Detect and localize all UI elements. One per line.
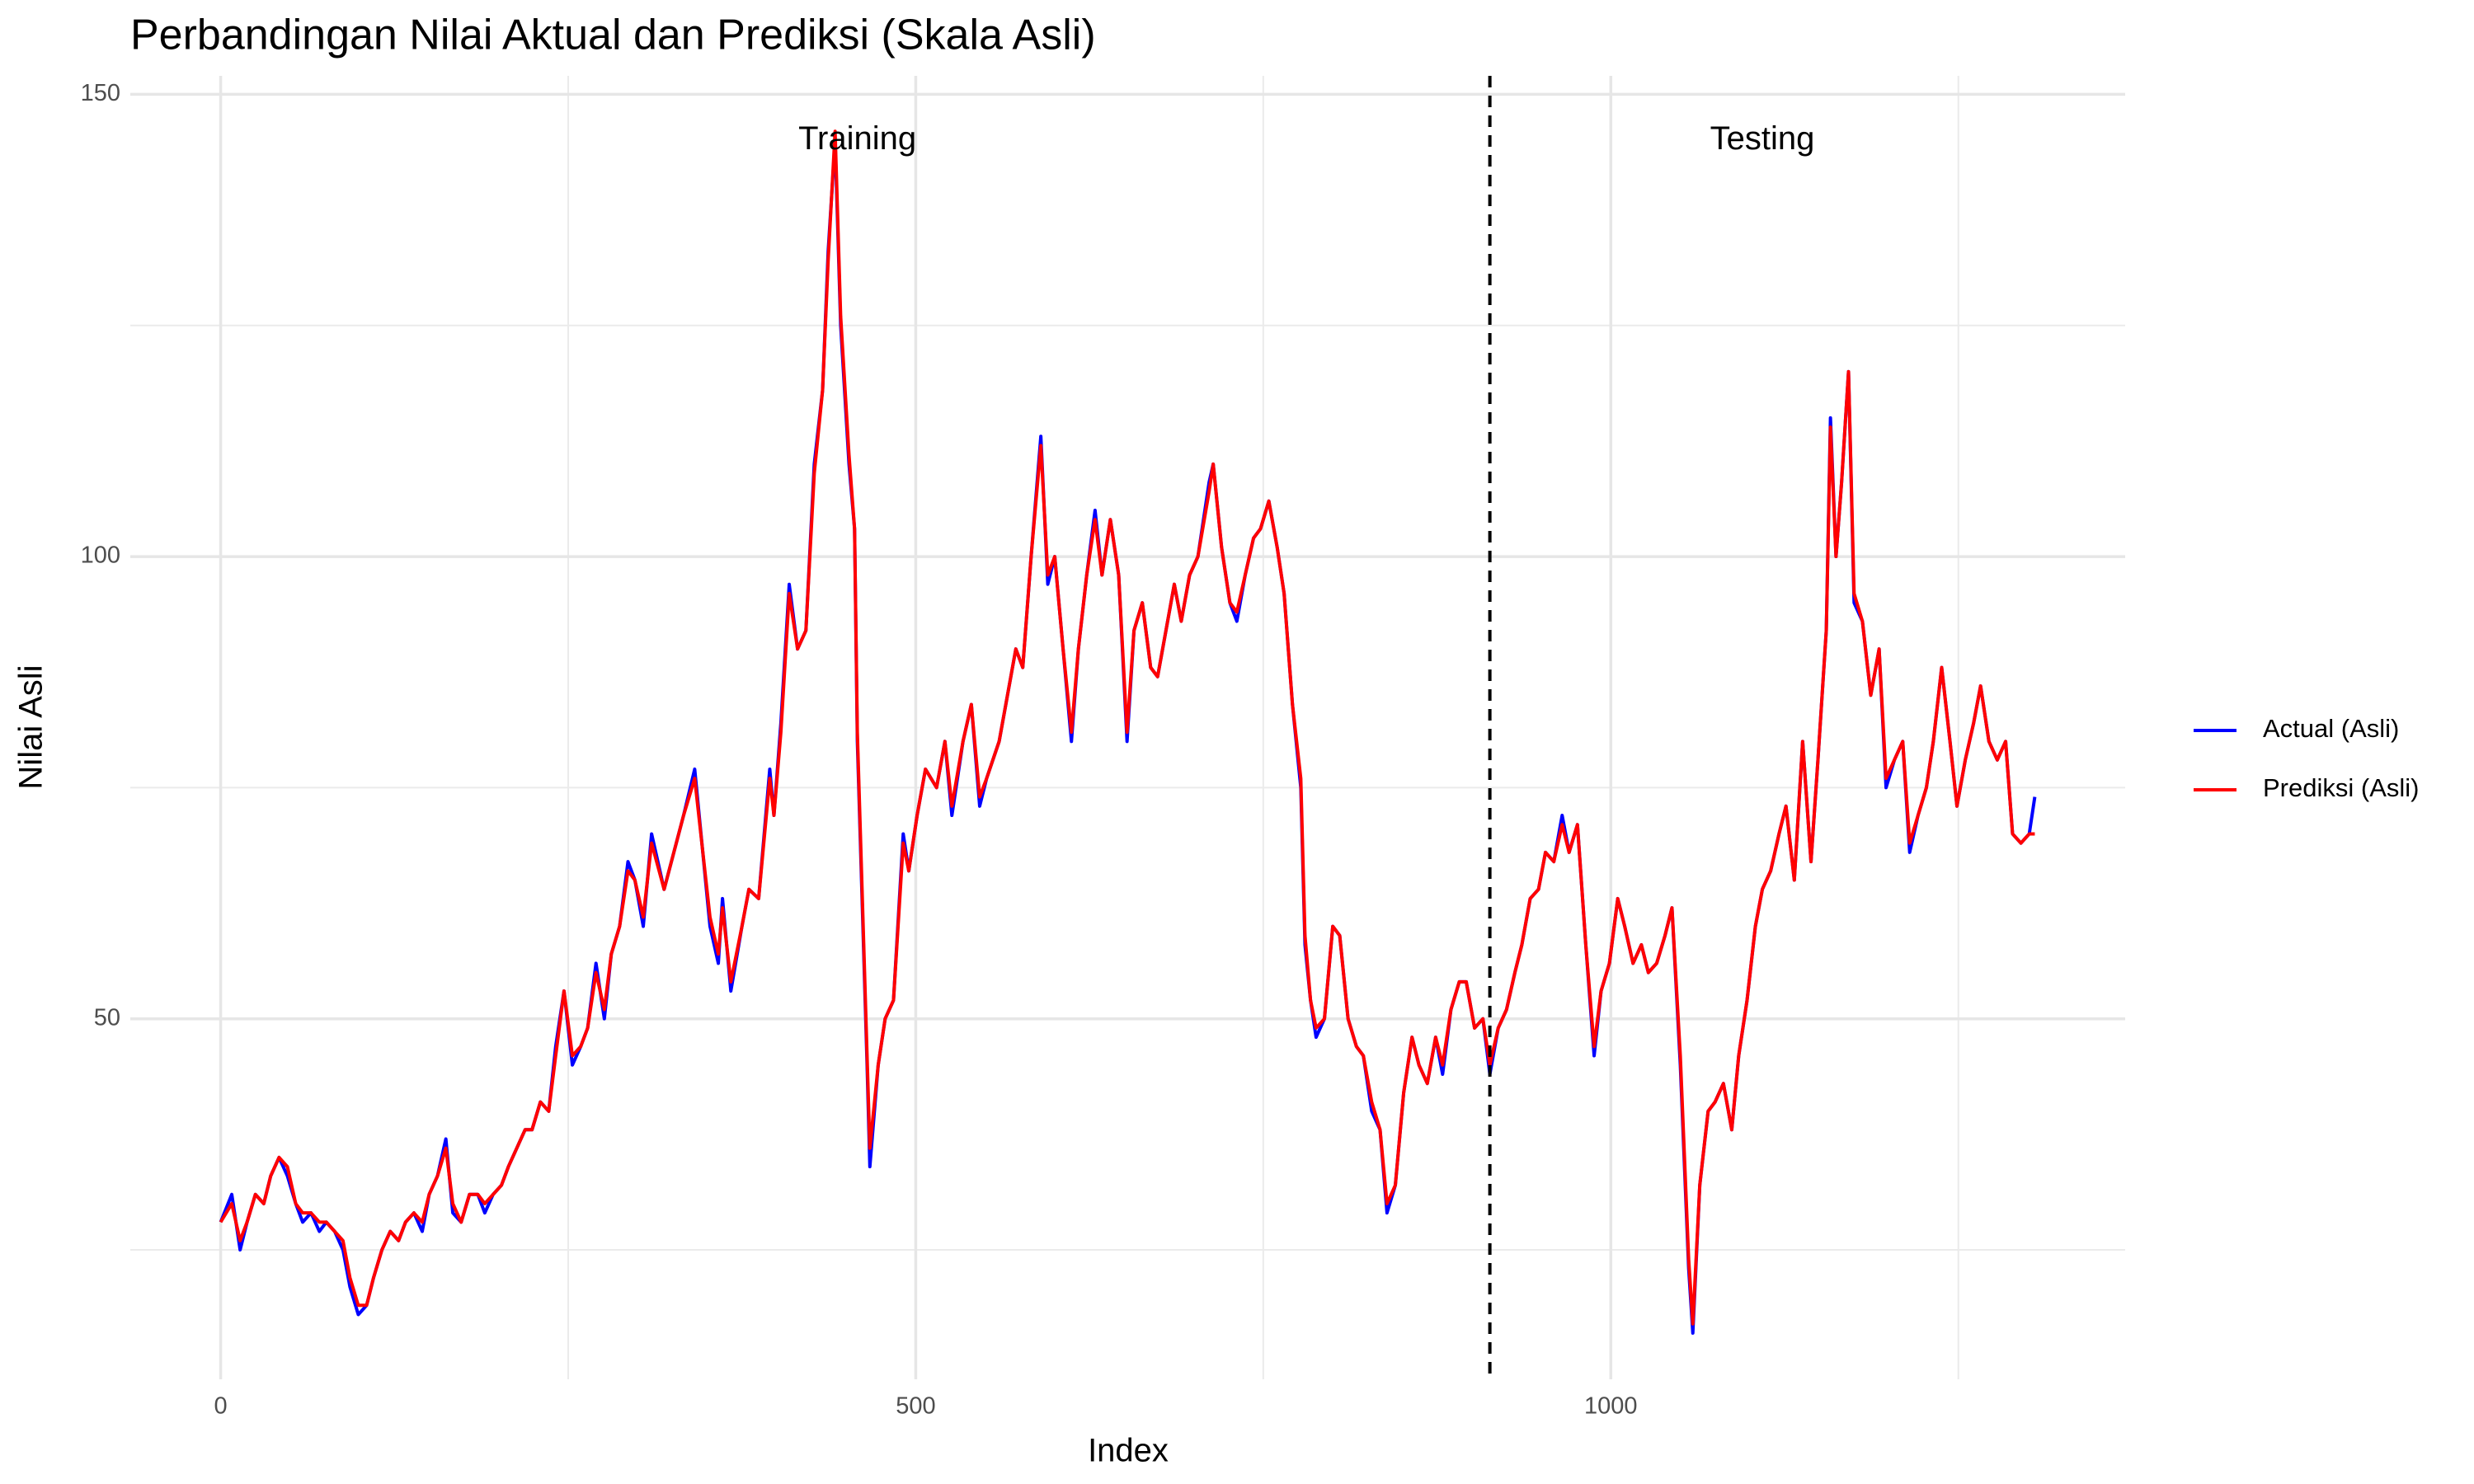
legend-label: Actual (Asli)	[2263, 714, 2399, 743]
x-tick-label: 0	[214, 1393, 228, 1420]
annotation: Training	[798, 120, 916, 157]
annotation: Testing	[1710, 120, 1815, 157]
series-line	[219, 139, 2037, 1335]
y-axis-title: Nilai Asli	[13, 665, 49, 789]
chart-title: Perbandingan Nilai Aktual dan Prediksi (…	[130, 12, 1096, 59]
y-tick-label: 150	[81, 80, 120, 106]
y-tick-label: 100	[81, 542, 120, 569]
x-tick-label: 500	[896, 1393, 935, 1420]
y-tick-label: 50	[94, 1004, 120, 1031]
x-axis-title: Index	[1088, 1433, 1169, 1469]
series-line	[219, 129, 2035, 1326]
x-tick-label: 1000	[1584, 1393, 1638, 1420]
legend-label: Prediksi (Asli)	[2263, 773, 2419, 802]
